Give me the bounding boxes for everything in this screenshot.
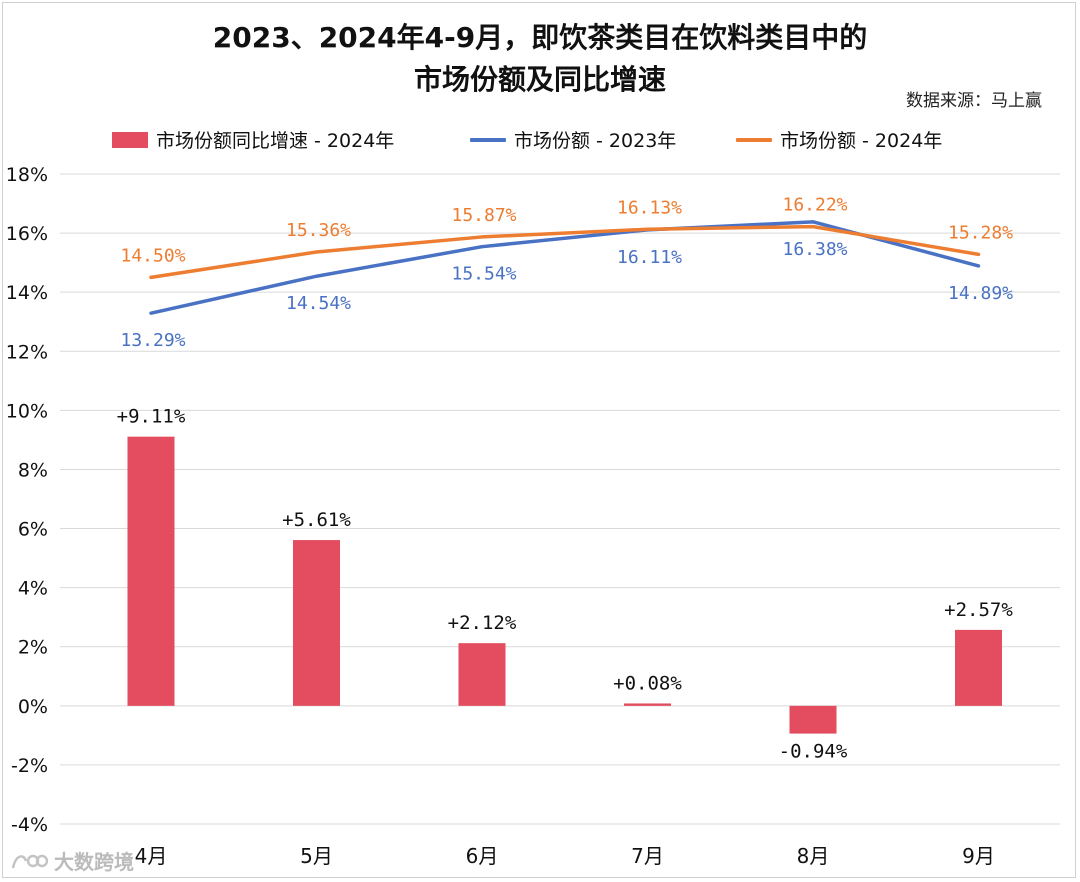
line-2023-data-label: 13.29%	[120, 330, 185, 351]
y-tick-label: 16%	[6, 223, 48, 245]
data-source-note: 数据来源：马上赢	[906, 91, 1042, 111]
line-2023-data-label: 15.54%	[451, 264, 516, 285]
bar-data-label: +9.11%	[117, 406, 186, 428]
line-2024-data-label: 15.28%	[948, 222, 1013, 243]
legend-label: 市场份额 - 2024年	[780, 130, 943, 152]
y-tick-label: -4%	[11, 814, 48, 836]
line-2024-data-label: 14.50%	[120, 245, 185, 266]
line-2023-data-label: 14.89%	[948, 283, 1013, 304]
bar-data-label: +0.08%	[613, 672, 682, 694]
series-line-2023	[149, 220, 981, 315]
watermark-text: 大数跨境	[54, 850, 134, 874]
watermark-logo-icon	[10, 850, 49, 872]
legend-swatch-line	[736, 137, 772, 142]
line-2023-data-label: 16.38%	[782, 239, 847, 260]
legend-label: 市场份额同比增速 - 2024年	[156, 130, 395, 152]
line-2023-data-label: 16.11%	[617, 247, 682, 268]
x-tick-label: 5月	[300, 844, 333, 868]
legend-item-line-2023: 市场份额 - 2023年	[470, 126, 676, 153]
watermark: 大数跨境	[10, 846, 134, 875]
y-tick-label: -2%	[11, 755, 48, 777]
legend-swatch-line	[470, 137, 506, 142]
line-2024-data-label: 16.13%	[617, 197, 682, 218]
chart-title-line-2: 市场份额及同比增速	[413, 63, 666, 96]
x-tick-label: 9月	[962, 844, 995, 868]
bar-data-label: +2.12%	[448, 612, 517, 634]
bar	[127, 436, 175, 706]
y-tick-label: 10%	[6, 400, 48, 422]
bar	[789, 705, 837, 734]
y-tick-label: 2%	[18, 637, 48, 659]
x-tick-label: 8月	[797, 844, 830, 868]
y-tick-label: 0%	[18, 696, 48, 718]
chart-title-line-1: 2023、2024年4-9月，即饮茶类目在饮料类目中的	[212, 21, 868, 54]
y-tick-label: 14%	[6, 282, 48, 304]
bar	[624, 703, 671, 706]
legend-swatch-bar	[112, 131, 148, 148]
y-tick-label: 18%	[6, 164, 48, 186]
bar	[955, 629, 1002, 706]
legend-item-line-2024: 市场份额 - 2024年	[736, 126, 942, 153]
y-tick-label: 4%	[18, 578, 48, 600]
line-2024-data-label: 15.36%	[286, 220, 351, 241]
bar-data-label: -0.94%	[779, 741, 848, 763]
y-tick-label: 8%	[18, 459, 48, 481]
x-tick-label: 7月	[631, 844, 664, 868]
legend-item-bar-2024: 市场份额同比增速 - 2024年	[112, 126, 394, 153]
bar	[293, 540, 340, 706]
x-tick-label: 6月	[466, 844, 499, 868]
y-tick-label: 12%	[6, 341, 48, 363]
bar	[458, 643, 506, 706]
line-2024-data-label: 16.22%	[782, 195, 847, 216]
series-line-2024	[149, 224, 981, 280]
bar-data-label: +2.57%	[944, 599, 1013, 621]
line-2023-data-label: 14.54%	[286, 293, 351, 314]
line-2024-data-label: 15.87%	[451, 205, 516, 226]
bar-data-label: +5.61%	[282, 509, 351, 531]
legend-label: 市场份额 - 2023年	[514, 130, 677, 152]
y-tick-label: 6%	[18, 519, 48, 541]
x-tick-label: 4月	[135, 844, 168, 868]
chart-legend: 市场份额同比增速 - 2024年 市场份额 - 2023年 市场份额 - 202…	[0, 126, 1080, 156]
